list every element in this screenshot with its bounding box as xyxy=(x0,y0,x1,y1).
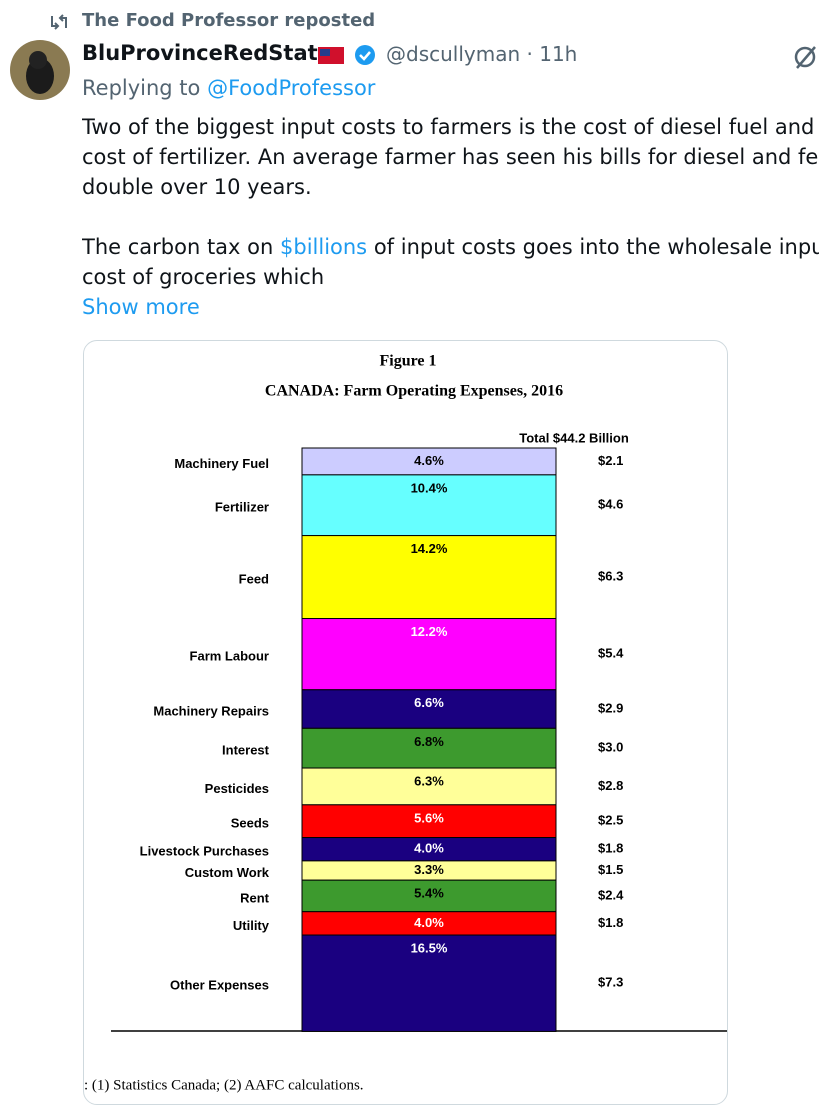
handle-text[interactable]: @dscullyman xyxy=(386,42,521,66)
category-label: Feed xyxy=(239,572,269,587)
text-line: cost of fertilizer. An average farmer ha… xyxy=(82,145,819,169)
amount-label: $1.8 xyxy=(598,841,623,856)
amount-label: $2.8 xyxy=(598,778,623,793)
bar-segment xyxy=(301,934,557,1032)
text-line: Two of the biggest input costs to farmer… xyxy=(82,115,819,139)
category-label: Custom Work xyxy=(185,865,270,880)
cashtag[interactable]: $billions xyxy=(280,235,368,259)
tweet-text: Two of the biggest input costs to farmer… xyxy=(82,112,819,322)
amount-label: $2.4 xyxy=(598,887,624,902)
amount-label: $7.3 xyxy=(598,975,623,990)
time[interactable]: 11h xyxy=(539,42,578,66)
text-part: of input costs goes into the wholesale i… xyxy=(373,235,819,259)
amount-label: $2.1 xyxy=(598,453,623,468)
total-label: Total $44.2 Billion xyxy=(519,430,629,445)
value-label: 4.0% xyxy=(414,915,444,930)
category-label: Fertilizer xyxy=(215,500,269,515)
value-label: 6.3% xyxy=(414,773,444,788)
text-part: The carbon tax on xyxy=(82,235,274,259)
value-label: 4.6% xyxy=(414,453,444,468)
amount-label: $6.3 xyxy=(598,569,623,584)
amount-label: $1.5 xyxy=(598,862,623,877)
category-label: Machinery Fuel xyxy=(174,456,269,471)
category-label: Seeds xyxy=(231,816,269,831)
repost-icon xyxy=(51,14,67,30)
amount-label: $1.8 xyxy=(598,915,623,930)
value-label: 5.4% xyxy=(414,886,444,901)
amount-label: $3.0 xyxy=(598,740,623,755)
avatar[interactable] xyxy=(10,40,70,100)
dot: · xyxy=(526,42,533,66)
media[interactable]: Figure 1 CANADA: Farm Operating Expenses… xyxy=(83,340,728,1105)
category-label: Utility xyxy=(233,918,270,933)
author-name[interactable]: BluProvinceRedState xyxy=(82,41,332,65)
category-label: Farm Labour xyxy=(190,649,269,664)
badges xyxy=(318,45,375,65)
value-label: 6.8% xyxy=(414,734,444,749)
chart: Figure 1 CANADA: Farm Operating Expenses… xyxy=(84,353,727,1093)
category-label: Livestock Purchases xyxy=(140,844,269,859)
bar-segment xyxy=(301,447,557,476)
value-label: 6.6% xyxy=(414,695,444,710)
chart-subtitle: CANADA: Farm Operating Expenses, 2016 xyxy=(265,383,563,400)
category-label: Rent xyxy=(240,890,270,905)
chart-title: Figure 1 xyxy=(379,353,436,370)
amount-label: $5.4 xyxy=(598,646,624,661)
category-label: Machinery Repairs xyxy=(153,703,269,718)
text-line: The carbon tax on $billions of input cos… xyxy=(82,232,819,262)
bar-segment xyxy=(301,767,557,806)
value-label: 10.4% xyxy=(411,480,448,495)
value-label: 5.6% xyxy=(414,810,444,825)
amount-label: $2.5 xyxy=(598,813,623,828)
bar-segment xyxy=(301,804,557,839)
value-label: 16.5% xyxy=(411,940,448,955)
text-line: double over 10 years. xyxy=(82,175,312,199)
grok-icon[interactable] xyxy=(793,44,819,70)
amount-label: $4.6 xyxy=(598,497,623,512)
handle[interactable]: @dscullyman · 11h xyxy=(386,42,577,66)
source: : (1) Statistics Canada; (2) AAFC calcul… xyxy=(84,1077,364,1093)
category-label: Pesticides xyxy=(205,781,269,796)
reply-line: Replying to @FoodProfessor xyxy=(82,76,375,100)
bar-segment xyxy=(301,727,557,769)
category-label: Interest xyxy=(222,743,270,758)
value-label: 12.2% xyxy=(411,624,448,639)
show-more[interactable]: Show more xyxy=(82,295,200,319)
value-label: 3.3% xyxy=(414,862,444,877)
bar-segment xyxy=(301,474,557,537)
repost-label: The Food Professor reposted xyxy=(82,10,376,31)
category-label: Other Expenses xyxy=(170,978,269,993)
reply-prefix: Replying to xyxy=(82,76,201,100)
value-label: 4.0% xyxy=(414,841,444,856)
text-line: cost of groceries which xyxy=(82,265,325,289)
amount-label: $2.9 xyxy=(598,700,623,715)
value-label: 14.2% xyxy=(411,541,448,556)
bar-segment xyxy=(301,535,557,620)
reply-to[interactable]: @FoodProfessor xyxy=(207,76,376,100)
